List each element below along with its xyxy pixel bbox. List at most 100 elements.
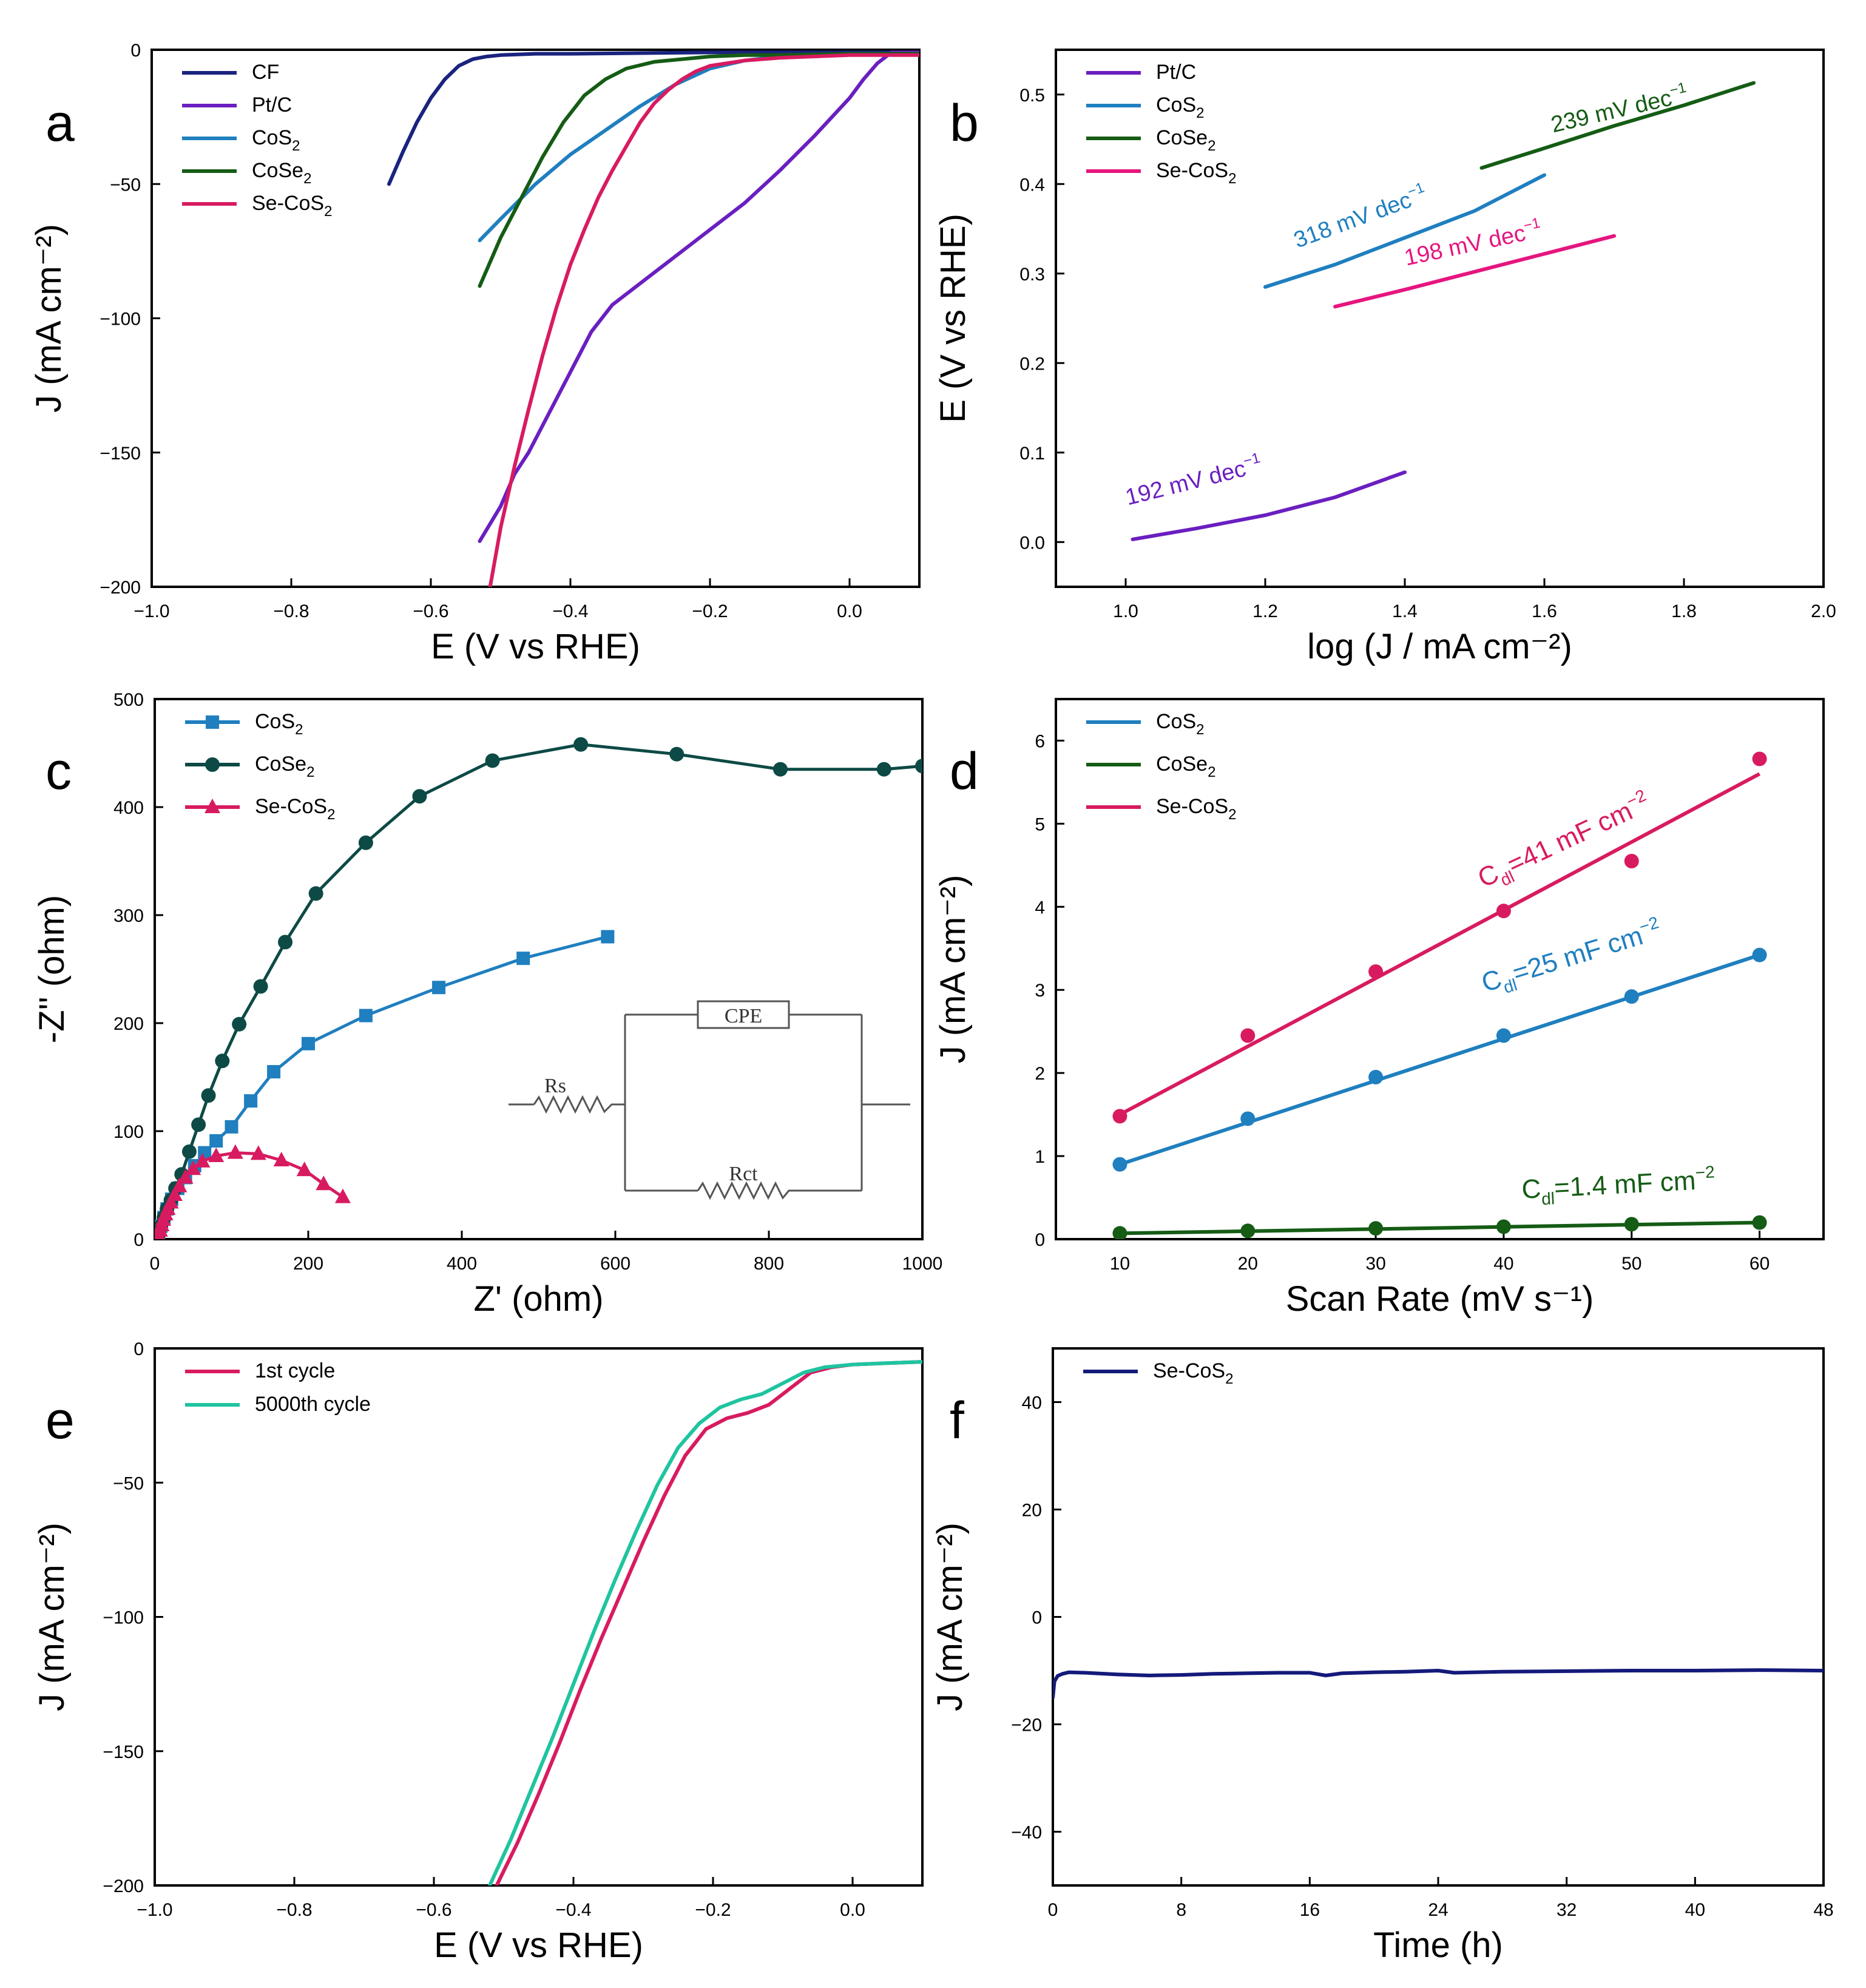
legend-label-f-0-main: Se-CoS [1153,1359,1225,1382]
legend-label-a-2-sub: 2 [292,138,300,154]
plot-area-a [387,50,919,587]
series-d-1-fit [1120,1220,1760,1236]
x-tick-label-d: 40 [1493,1254,1513,1274]
x-tick-label-f: 48 [1813,1900,1833,1920]
slope-label-sup: −1 [1242,450,1262,470]
slope-label-sup: −1 [1668,79,1688,99]
y-tick-label-b: 0.3 [1019,265,1045,285]
y-tick-label-a: −200 [100,578,141,598]
y-tick-label-e: −50 [113,1473,144,1493]
point-c-2 [166,1186,183,1202]
y-axis-title-c: -Z'' (ohm) [32,895,72,1043]
legend-label-b-1-sub: 2 [1196,105,1204,121]
y-axis-title-d: J (mA cm⁻²) [933,875,973,1064]
y-tick-label-d: 5 [1035,814,1045,834]
legend-marker-c-1 [205,757,220,772]
point-c-2 [208,1147,225,1162]
legend-label-c-1-main: CoSe [255,752,306,776]
point-c-2 [163,1194,179,1209]
x-tick-label-c: 0 [150,1254,160,1274]
y-axis-title-f: J (mA cm⁻²) [930,1523,970,1711]
x-tick-label-b: 1.0 [1113,601,1138,621]
x-tick-label-c: 600 [600,1254,630,1274]
x-tick-label-f: 40 [1685,1900,1705,1920]
cdl-label-part: dl [1541,1189,1555,1208]
point-c-0 [244,1094,258,1108]
x-axis-title-e: E (V vs RHE) [434,1925,643,1965]
y-tick-label-b: 0.1 [1019,444,1045,464]
point-c-1 [191,1117,206,1132]
y-tick-label-d: 2 [1035,1064,1045,1084]
legend-label-f-0: Se-CoS2 [1153,1359,1233,1387]
point-d-2 [1240,1028,1256,1043]
legend-label-a-3-sub: 2 [303,171,311,187]
series-b-2 [1479,81,1756,170]
chart-a: −1.0 −0.8 −0.6 −0.4 −0.2 0.0 0 −50 −100 −150 −200 E… [29,41,921,666]
point-c-0 [516,952,530,965]
point-d-0 [1240,1111,1256,1126]
legend-label-a-4-sub: 2 [324,203,332,220]
plot-frame-d [1055,698,1825,1240]
plot-area-b [1131,81,1756,541]
point-d-1 [1240,1223,1256,1239]
y-tick-label-d: 0 [1035,1230,1045,1250]
legend-label-d-2-sub: 2 [1228,806,1236,823]
x-tick-label-e: −0.2 [695,1900,731,1920]
plot-area-f [1053,1668,1824,1700]
point-c-2 [250,1145,266,1160]
point-c-1 [876,762,891,777]
plot-area-c [155,737,922,1239]
point-c-0 [209,1134,223,1148]
legend-label-b-2: CoSe2 [1156,126,1215,154]
x-tick-label-e: −0.4 [555,1900,591,1920]
y-tick-label-a: −150 [100,444,141,464]
y-tick-label-b: 0.0 [1019,533,1045,553]
legend-label-c-0-sub: 2 [295,722,303,738]
point-c-1 [181,1144,197,1159]
legend-label-c-2-main: Se-CoS [255,795,327,818]
x-tick-label-a: −0.2 [692,601,728,621]
point-d-2 [1368,964,1384,979]
legend-label-d-0: CoS2 [1156,710,1205,738]
point-c-0 [267,1065,281,1079]
x-tick-label-d: 60 [1749,1254,1770,1274]
panel-letter-e: e [46,1391,75,1450]
panel-letter-b: b [950,94,979,152]
x-axis-title-c: Z' (ohm) [473,1279,603,1319]
x-tick-label-a: −0.4 [552,601,588,621]
point-d-0 [1368,1070,1384,1084]
x-tick-label-c: 800 [754,1254,784,1274]
chart-b: 1.0 1.2 1.4 1.6 1.8 2.0 0.0 0.1 0.2 0.3 0.4 0.5 log … [933,49,1836,666]
panel-letter-d: d [950,742,979,800]
x-axis-title-a: E (V vs RHE) [431,627,640,666]
rs-resistor-zigzag [533,1095,625,1114]
chart-f: 0 8 16 24 32 40 48 −40 −20 0 20 40 Time (h) J (mA cm⁻… [930,1347,1834,1965]
x-tick-label-f: 16 [1300,1900,1320,1920]
point-c-1 [215,1053,230,1069]
y-tick-label-f: 40 [1022,1393,1042,1413]
legend-label-a-1: Pt/C [252,93,292,117]
y-tick-label-f: 0 [1032,1608,1042,1628]
point-c-2 [194,1152,211,1168]
x-tick-label-f: 0 [1048,1900,1058,1920]
point-c-2 [273,1152,289,1167]
y-tick-label-a: −100 [100,309,141,330]
y-tick-label-d: 4 [1035,898,1045,918]
point-d-1 [1112,1226,1127,1239]
series-d-2-fit [1119,772,1760,1117]
point-c-1 [485,753,500,768]
x-tick-label-a: −0.6 [413,601,448,621]
point-d-1 [1496,1219,1511,1234]
slope-label-sup: −1 [1522,215,1541,234]
legend-label-b-3-sub: 2 [1228,171,1236,187]
legend-label-d-1: CoSe2 [1156,752,1215,780]
legend-label-c-1-sub: 2 [306,764,314,780]
point-d-2 [1496,904,1511,919]
legend-label-c-2: Se-CoS2 [255,795,335,823]
rct-resistor-zigzag [697,1181,862,1200]
y-tick-label-f: −40 [1011,1823,1042,1843]
legend-label-a-3: CoSe2 [252,159,311,187]
y-tick-label-b: 0.5 [1019,86,1045,106]
x-tick-label-b: 1.2 [1252,601,1278,621]
